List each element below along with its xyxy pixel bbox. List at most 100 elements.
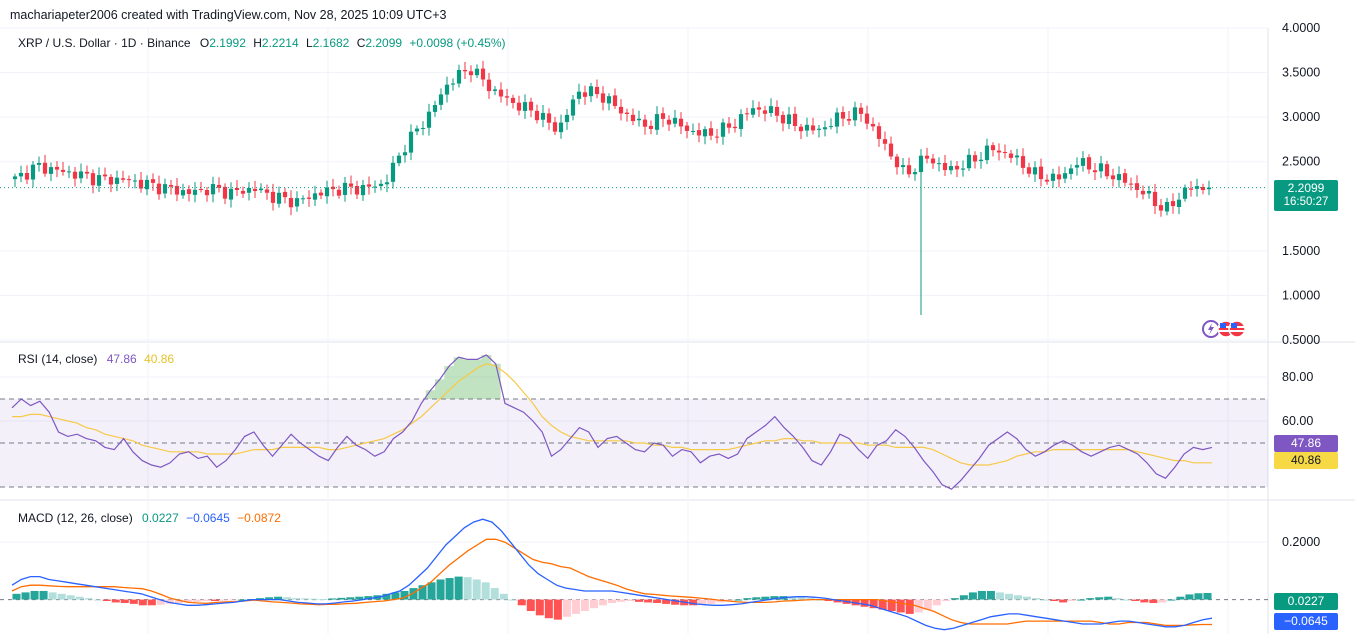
candle-body [882, 139, 888, 144]
candle-body [438, 94, 444, 105]
candle-body [846, 119, 852, 121]
candle-body [672, 117, 678, 124]
macd-histogram-bar [743, 598, 752, 600]
macd-histogram-bar [607, 599, 617, 604]
macd-histogram-bar [256, 598, 265, 600]
macd-histogram-bar [671, 599, 680, 605]
macd-histogram-bar [283, 597, 292, 600]
candle-body [270, 191, 276, 203]
candle-body [720, 122, 726, 137]
macd-histogram-bar [1095, 597, 1104, 600]
macd-histogram-bar [995, 592, 1004, 600]
candle-body [150, 179, 156, 183]
candle-body [522, 102, 528, 111]
macd-histogram-bar [57, 593, 66, 600]
symbol-icons[interactable] [1197, 318, 1253, 340]
candle-body [570, 99, 576, 116]
us-flag-icon [1228, 320, 1246, 338]
rsi-pane[interactable] [0, 354, 1268, 490]
macd-histogram-bar [129, 599, 138, 604]
candle-body [534, 110, 540, 121]
macd-histogram-bar [102, 599, 111, 601]
macd-histogram-bar [265, 597, 274, 600]
candle-body [936, 163, 942, 165]
macd-histogram-bar [544, 599, 553, 619]
candle-body [600, 93, 606, 103]
macd-histogram-bar [490, 588, 499, 600]
macd-histogram-bar [1140, 599, 1149, 603]
macd-histogram-bar [201, 599, 210, 601]
macd-histogram-bar [526, 599, 535, 612]
symbol-label[interactable]: XRP / U.S. Dollar · 1D · Binance [18, 36, 191, 50]
price-axis[interactable]: 4.0000 3.5000 3.0000 2.5000 1.5000 1.0000 0.50… [1282, 21, 1320, 549]
candle-body [840, 112, 846, 119]
candle-body [1068, 168, 1074, 174]
macd-title[interactable]: MACD (12, 26, close) [18, 511, 133, 525]
rsi-ma-badge: 40.86 [1274, 452, 1338, 469]
macd-histogram-bar [1032, 598, 1041, 600]
candle-body [684, 125, 690, 131]
candle-body [1086, 157, 1092, 170]
macd-histogram-bar [409, 588, 418, 600]
candle-body [1074, 165, 1080, 168]
candle-body [1182, 187, 1188, 199]
candle-body [180, 190, 186, 196]
macd-histogram-bar [977, 590, 986, 600]
candle-body [360, 184, 366, 196]
macd-histogram-bar [39, 590, 48, 600]
price-pane[interactable] [0, 60, 1268, 316]
price-tick-label: 3.5000 [1282, 66, 1320, 80]
candle-body [642, 119, 648, 127]
candle-body [264, 189, 270, 193]
macd-histogram-bar [788, 596, 797, 600]
macd-histogram-bar [1113, 598, 1122, 600]
candle-body [126, 179, 132, 181]
macd-histogram-bar [626, 599, 635, 601]
candle-body [1176, 199, 1182, 207]
candle-body [624, 112, 630, 114]
candle-body [138, 179, 144, 189]
macd-histogram-bar [833, 599, 842, 603]
candle-body [564, 114, 570, 123]
macd-histogram-bar [959, 595, 968, 600]
macd-histogram-bar [391, 592, 400, 600]
macd-histogram-bar [346, 597, 355, 600]
candle-body [414, 128, 420, 132]
candle-body [738, 114, 744, 129]
macd-histogram-bar [301, 598, 310, 600]
rsi-ma-line [12, 363, 1212, 466]
macd-histogram-bar [986, 590, 995, 600]
candle-body [678, 118, 684, 127]
macd-histogram-bar [1122, 599, 1131, 601]
rsi-title[interactable]: RSI (14, close) [18, 352, 98, 366]
macd-histogram-bar [355, 596, 364, 600]
macd-histogram-bar [481, 582, 490, 600]
rsi-badge: 47.86 [1274, 435, 1338, 452]
macd-histogram-bar [770, 596, 779, 600]
candle-body [888, 143, 894, 157]
candle-body [906, 165, 912, 175]
price-tick-label: 1.5000 [1282, 244, 1320, 258]
macd-histogram-bar [1194, 593, 1203, 600]
macd-histogram-bar [319, 598, 328, 600]
macd-histogram-bar [147, 599, 156, 606]
candle-body [864, 113, 870, 124]
price-tick-label: 3.0000 [1282, 110, 1320, 124]
macd-histogram-bar [860, 599, 869, 607]
candle-body [306, 197, 312, 199]
candle-body [120, 178, 126, 180]
candle-body [1146, 190, 1152, 194]
candle-body [924, 155, 930, 159]
macd-histogram-bar [752, 597, 761, 600]
candle-body [366, 184, 372, 187]
candle-body [636, 118, 642, 121]
candle-body [1134, 183, 1140, 190]
macd-pane[interactable] [0, 518, 1268, 631]
candle-body [348, 183, 354, 187]
macd-histogram-bar [553, 599, 562, 620]
macd-histogram-bar [30, 590, 39, 600]
candle-body [528, 101, 534, 111]
candle-body [750, 108, 756, 115]
